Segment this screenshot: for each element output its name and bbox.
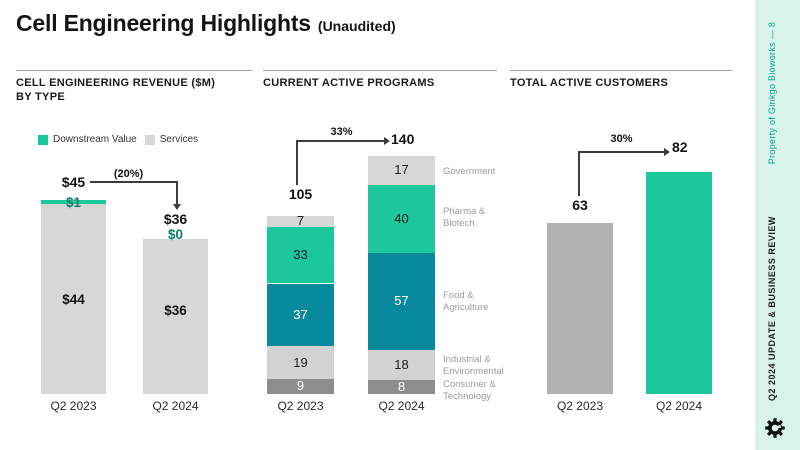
x-axis-label: Q2 2024 [378,399,425,413]
segment-value-label: 18 [394,357,409,373]
segment-value-label: 17 [394,162,409,178]
side-category-label-consumer-technology: Consumer & Technology [443,379,496,402]
page-title: Cell Engineering Highlights [16,10,311,36]
segment-value-label: 9 [296,378,305,394]
sidebar-review-text: Q2 2024 UPDATE & BUSINESS REVIEW [767,216,777,401]
segment-value-label: 40 [394,210,409,226]
bar-total-label: 105 [288,186,313,202]
bar-segment-government [267,215,334,228]
bar-total-label: 63 [572,197,588,213]
segment-value-label: 8 [397,379,406,395]
side-category-label-food-agriculture: Food & Agriculture [443,290,489,313]
arrowhead-down-icon [172,204,181,210]
slide-sidebar [755,0,800,450]
section-title-programs: CURRENT ACTIVE PROGRAMS [263,77,435,89]
change-arrow-line [578,151,580,196]
bar-segment-industrial-environmental [267,346,334,379]
section-title-revenue: CELL ENGINEERING REVENUE ($M) BY TYPE [16,77,216,103]
x-axis-label: Q2 2023 [556,399,604,413]
segment-value-label: 33 [293,247,308,263]
legend-label: Services [159,134,199,145]
arrow-target-total-label: 140 [391,131,415,147]
section-divider-1 [16,70,252,71]
arrow-target-total-label: 82 [672,139,688,155]
segment-value-label: 19 [293,354,308,370]
section-divider-2 [263,70,497,71]
legend-item-services: Services [144,134,199,145]
change-arrow-line [296,140,298,185]
downstream-value-label: $0 [167,227,184,242]
revenue-legend: Downstream Value Services [38,134,198,145]
bar-segment-services [143,238,208,394]
bar-segment-industrial-environmental [368,349,435,381]
ginkgo-gear-logo-icon [765,418,785,438]
services-swatch-icon [144,134,155,145]
bar-q2-2024 [646,171,712,394]
side-category-label-pharma-biotech: Pharma & Biotech [443,206,486,229]
sidebar-property-text: Property of Ginkgo Bioworks — 8 [767,21,777,165]
side-category-label-industrial-environmental: Industrial & Environmental [443,354,504,377]
section-title-customers: TOTAL ACTIVE CUSTOMERS [510,77,669,89]
section-divider-3 [510,70,732,71]
arrowhead-right-icon [384,136,390,145]
segment-value-label: 37 [293,306,308,322]
change-arrow-line [296,140,385,142]
bar-segment-food-agriculture [267,283,334,347]
services-value-label: $36 [164,303,187,318]
segment-value-label: 7 [296,213,305,229]
bar-segment-pharma-biotech [368,184,435,253]
change-arrow-line [578,151,665,153]
legend-item-downstream-value: Downstream Value [38,134,137,145]
bar-segment-consumer-technology [368,380,435,394]
change-percent-label: 30% [610,133,633,145]
side-category-label-government: Government [443,166,496,177]
bar-segment-downstream-value [41,200,106,205]
bar-segment-government [368,156,435,185]
bar-segment-food-agriculture [368,252,435,350]
change-arrow-line [90,181,177,183]
page-title-suffix: (Unaudited) [317,18,396,34]
x-axis-label: Q2 2023 [50,399,97,413]
legend-label: Downstream Value [53,134,137,145]
x-axis-label: Q2 2023 [277,399,324,413]
change-percent-label: (20%) [113,168,144,180]
bar-segment-pharma-biotech [267,227,334,284]
bar-q2-2023 [547,223,613,394]
segment-value-label: 57 [394,293,409,309]
arrowhead-right-icon [664,147,670,156]
downstream-value-label: $1 [65,195,82,210]
x-axis-label: Q2 2024 [655,399,703,413]
services-value-label: $44 [62,292,85,307]
bar-segment-consumer-technology [267,378,334,394]
change-arrow-line [176,181,178,204]
slide-title-block: Cell Engineering Highlights (Unaudited) [16,10,396,37]
x-axis-label: Q2 2024 [152,399,199,413]
bar-segment-services [41,204,106,394]
bar-total-label: $45 [61,174,86,190]
change-percent-label: 33% [330,126,353,138]
bar-total-label: $36 [163,211,188,227]
downstream-value-swatch-icon [38,134,48,145]
